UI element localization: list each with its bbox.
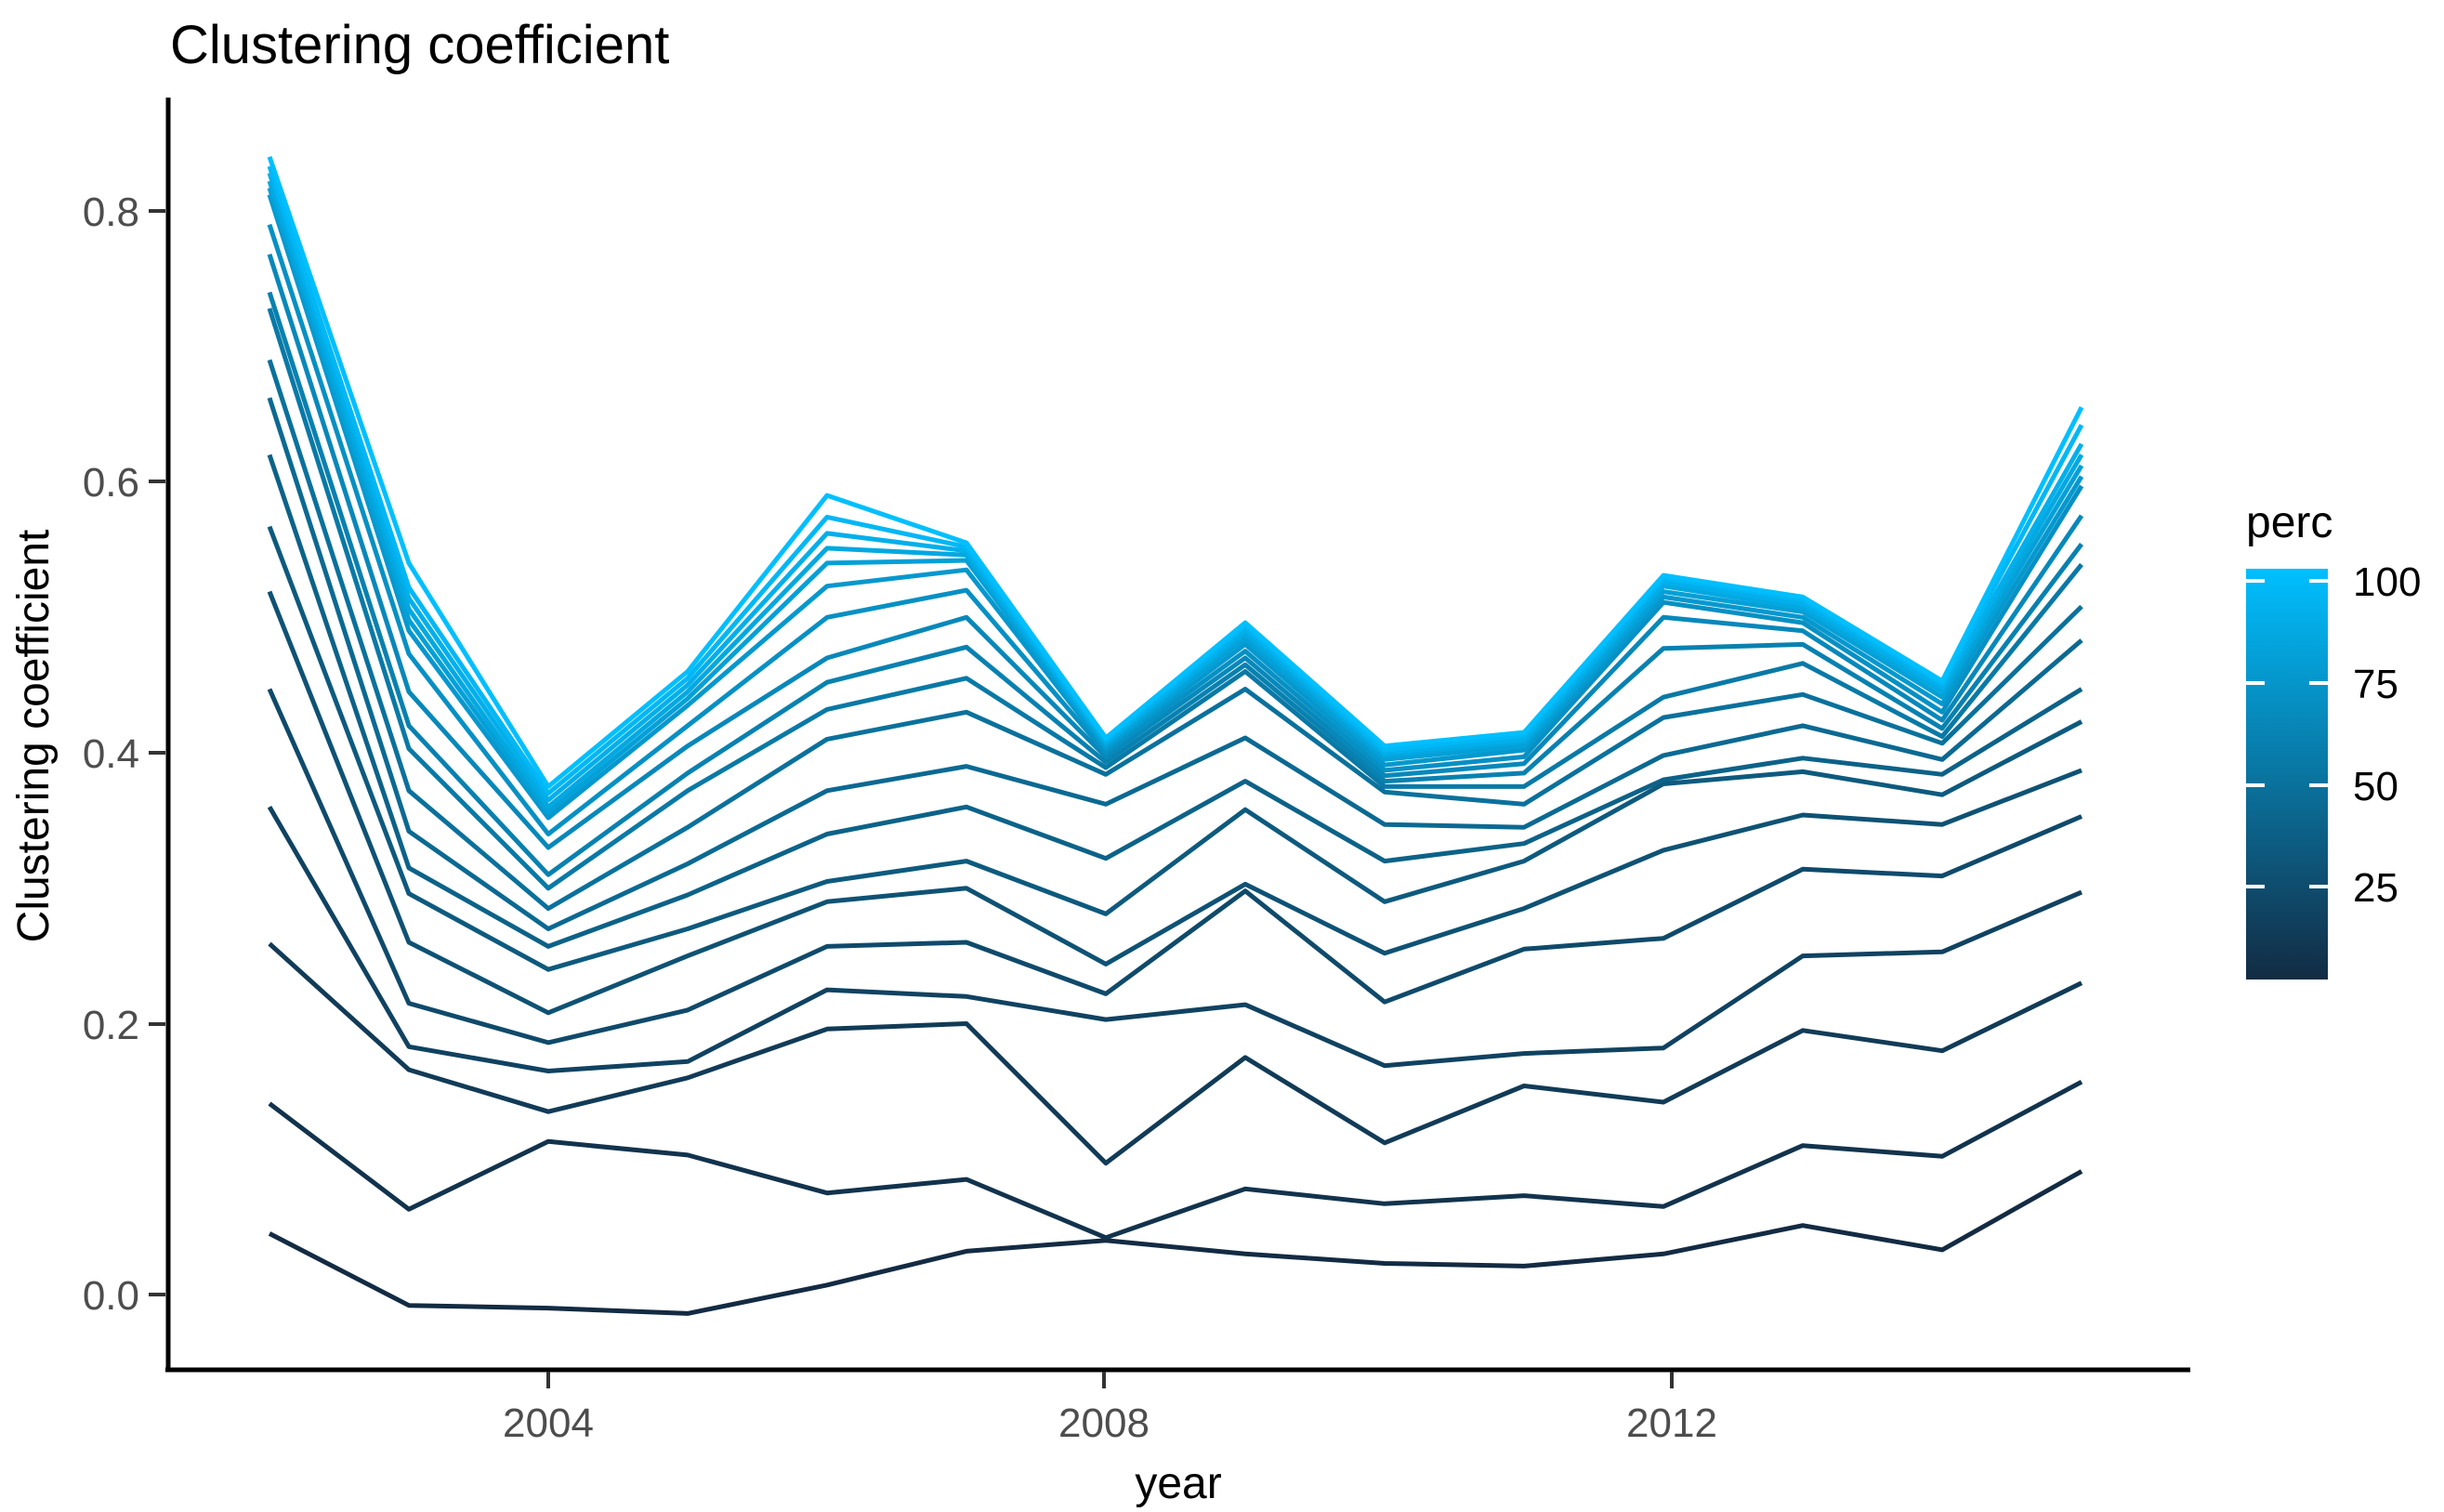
series-line-perc-10 [268, 1079, 2083, 1241]
y-axis-title: Clustering coefficient [9, 530, 59, 943]
series-line-perc-100 [267, 155, 2084, 789]
x-axis-ticks [546, 1372, 1674, 1388]
series-line-perc-70 [267, 223, 2084, 836]
series-line-perc-60 [267, 291, 2083, 877]
x-tick-label-2008: 2008 [1058, 1400, 1150, 1446]
legend-label-25: 25 [2353, 865, 2398, 911]
series-line-perc-75 [267, 193, 2084, 821]
series-line-perc-55 [267, 308, 2083, 891]
plot-title: Clustering coefficient [170, 15, 669, 75]
series-line-perc-40 [267, 454, 2083, 949]
series-line-perc-30 [267, 590, 2083, 1016]
x-tick-label-2012: 2012 [1626, 1400, 1717, 1446]
legend-tick-marks [2246, 579, 2328, 888]
legend-label-50: 50 [2353, 764, 2398, 809]
legend-label-100: 100 [2353, 559, 2421, 605]
series-line-perc-50 [267, 359, 2083, 912]
x-tick-label-2004: 2004 [503, 1400, 594, 1446]
series-line-perc-65 [267, 253, 2084, 850]
legend-label-75: 75 [2353, 662, 2398, 707]
series-line-perc-15 [268, 941, 2083, 1166]
series-line-perc-35 [267, 525, 2083, 972]
x-axis-title: year [1135, 1459, 1221, 1508]
y-tick-label-0.0: 0.0 [83, 1273, 139, 1319]
series-line-perc-5 [268, 1169, 2083, 1316]
series-line-perc-20 [267, 806, 2083, 1073]
series-line-perc-90 [267, 172, 2084, 803]
y-axis-ticks [149, 209, 165, 1296]
series-line-perc-45 [267, 397, 2083, 931]
y-tick-label-0.2: 0.2 [83, 1003, 139, 1048]
y-tick-label-0.4: 0.4 [83, 731, 139, 777]
series-layer [267, 155, 2084, 1316]
y-tick-label-0.8: 0.8 [83, 190, 139, 235]
legend-title: perc [2246, 498, 2332, 547]
legend-colorbar [2246, 569, 2328, 980]
series-line-perc-80 [267, 187, 2084, 815]
series-line-perc-25 [267, 688, 2083, 1045]
legend: perc 100 75 50 25 [2246, 498, 2421, 980]
y-tick-label-0.6: 0.6 [83, 460, 139, 506]
